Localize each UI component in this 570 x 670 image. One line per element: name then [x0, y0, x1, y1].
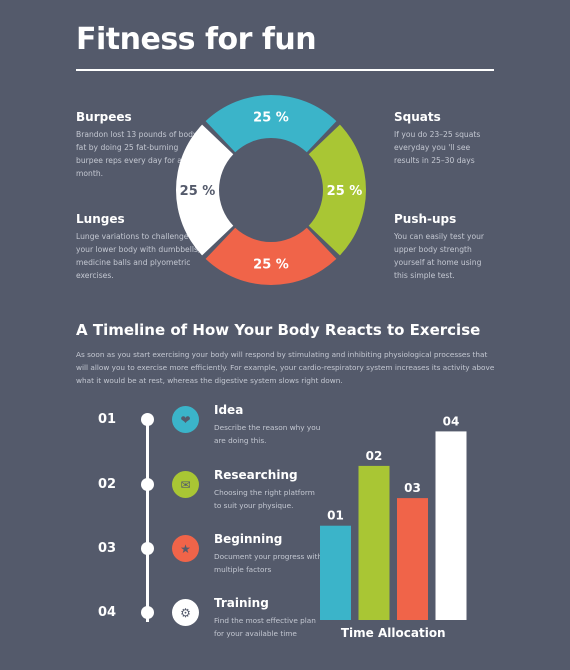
feature-title: Push-ups	[394, 212, 457, 226]
step-desc: Find the most effective plan for your av…	[214, 616, 316, 638]
timeline-step-idea: 01 ❤ Idea Describe the reason why you ar…	[0, 403, 330, 453]
step-number: 04	[98, 605, 117, 620]
bar-label: 03	[404, 481, 421, 495]
timeline-dot	[141, 606, 154, 619]
feature-desc: If you do 23–25 squats everyday you 'll …	[394, 130, 481, 165]
section-title: A Timeline of How Your Body Reacts to Ex…	[76, 321, 481, 339]
timeline-dot	[141, 478, 154, 491]
step-title: Beginning	[214, 532, 283, 546]
gear-icon: ⚙	[172, 599, 199, 626]
title-divider	[76, 69, 494, 71]
feature-desc: Lunge variations to challenge your lower…	[76, 232, 201, 280]
donut-label: 25 %	[253, 258, 289, 273]
page-title: Fitness for fun	[76, 22, 317, 57]
timeline-line	[146, 414, 149, 622]
step-title: Idea	[214, 403, 244, 417]
bar-02	[358, 465, 390, 620]
timeline-dot	[141, 542, 154, 555]
timeline-step-researching: 02 ✉ Researching Choosing the right plat…	[0, 468, 330, 518]
feature-title: Burpees	[76, 110, 132, 124]
step-number: 03	[98, 541, 117, 556]
bar-label: 02	[366, 449, 383, 463]
feature-title: Lunges	[76, 212, 125, 226]
feature-desc: You can easily test your upper body stre…	[394, 232, 485, 280]
star-icon: ★	[172, 535, 199, 562]
bar-label: 01	[327, 509, 344, 523]
donut-slice-lunges	[205, 227, 337, 285]
donut-slice-burpees	[175, 124, 234, 256]
step-number: 02	[98, 477, 117, 492]
feature-desc: Brandon lost 13 pounds of body fat by do…	[76, 130, 198, 178]
section-desc: As soon as you start exercising your bod…	[76, 350, 495, 385]
timeline-step-beginning: 03 ★ Beginning Document your progress wi…	[0, 532, 330, 582]
bar-chart: 01 02 03 04 Time Allocation	[320, 414, 467, 640]
bar-03	[397, 498, 428, 620]
step-title: Researching	[214, 468, 298, 482]
donut-slice-squats	[205, 94, 337, 153]
step-desc: Document your progress with multiple fac…	[214, 552, 323, 574]
donut-chart: 25 % 25 % 25 % 25 %	[175, 94, 366, 285]
donut-label: 25 %	[253, 111, 289, 126]
chart-title: Time Allocation	[341, 626, 446, 640]
feature-squats: Squats If you do 23–25 squats everyday y…	[394, 110, 494, 167]
feature-lunges: Lunges Lunge variations to challenge you…	[76, 212, 201, 282]
donut-slice-push-ups	[308, 124, 366, 256]
bar-04	[435, 431, 467, 620]
step-title: Training	[214, 596, 269, 610]
timeline-dot	[141, 413, 154, 426]
feature-pushups: Push-ups You can easily test your upper …	[394, 212, 494, 282]
bar-01	[320, 525, 351, 620]
feature-burpees: Burpees Brandon lost 13 pounds of body f…	[76, 110, 201, 180]
step-desc: Choosing the right platform to suit your…	[214, 488, 315, 510]
timeline-step-training: 04 ⚙ Training Find the most effective pl…	[0, 596, 330, 646]
step-desc: Describe the reason why you are doing th…	[214, 423, 321, 445]
feature-title: Squats	[394, 110, 441, 124]
envelope-icon: ✉	[172, 471, 199, 498]
bar-label: 04	[443, 414, 460, 428]
donut-label: 25 %	[180, 184, 216, 199]
step-number: 01	[98, 412, 117, 427]
heart-icon: ❤	[172, 406, 199, 433]
donut-label: 25 %	[327, 184, 363, 199]
